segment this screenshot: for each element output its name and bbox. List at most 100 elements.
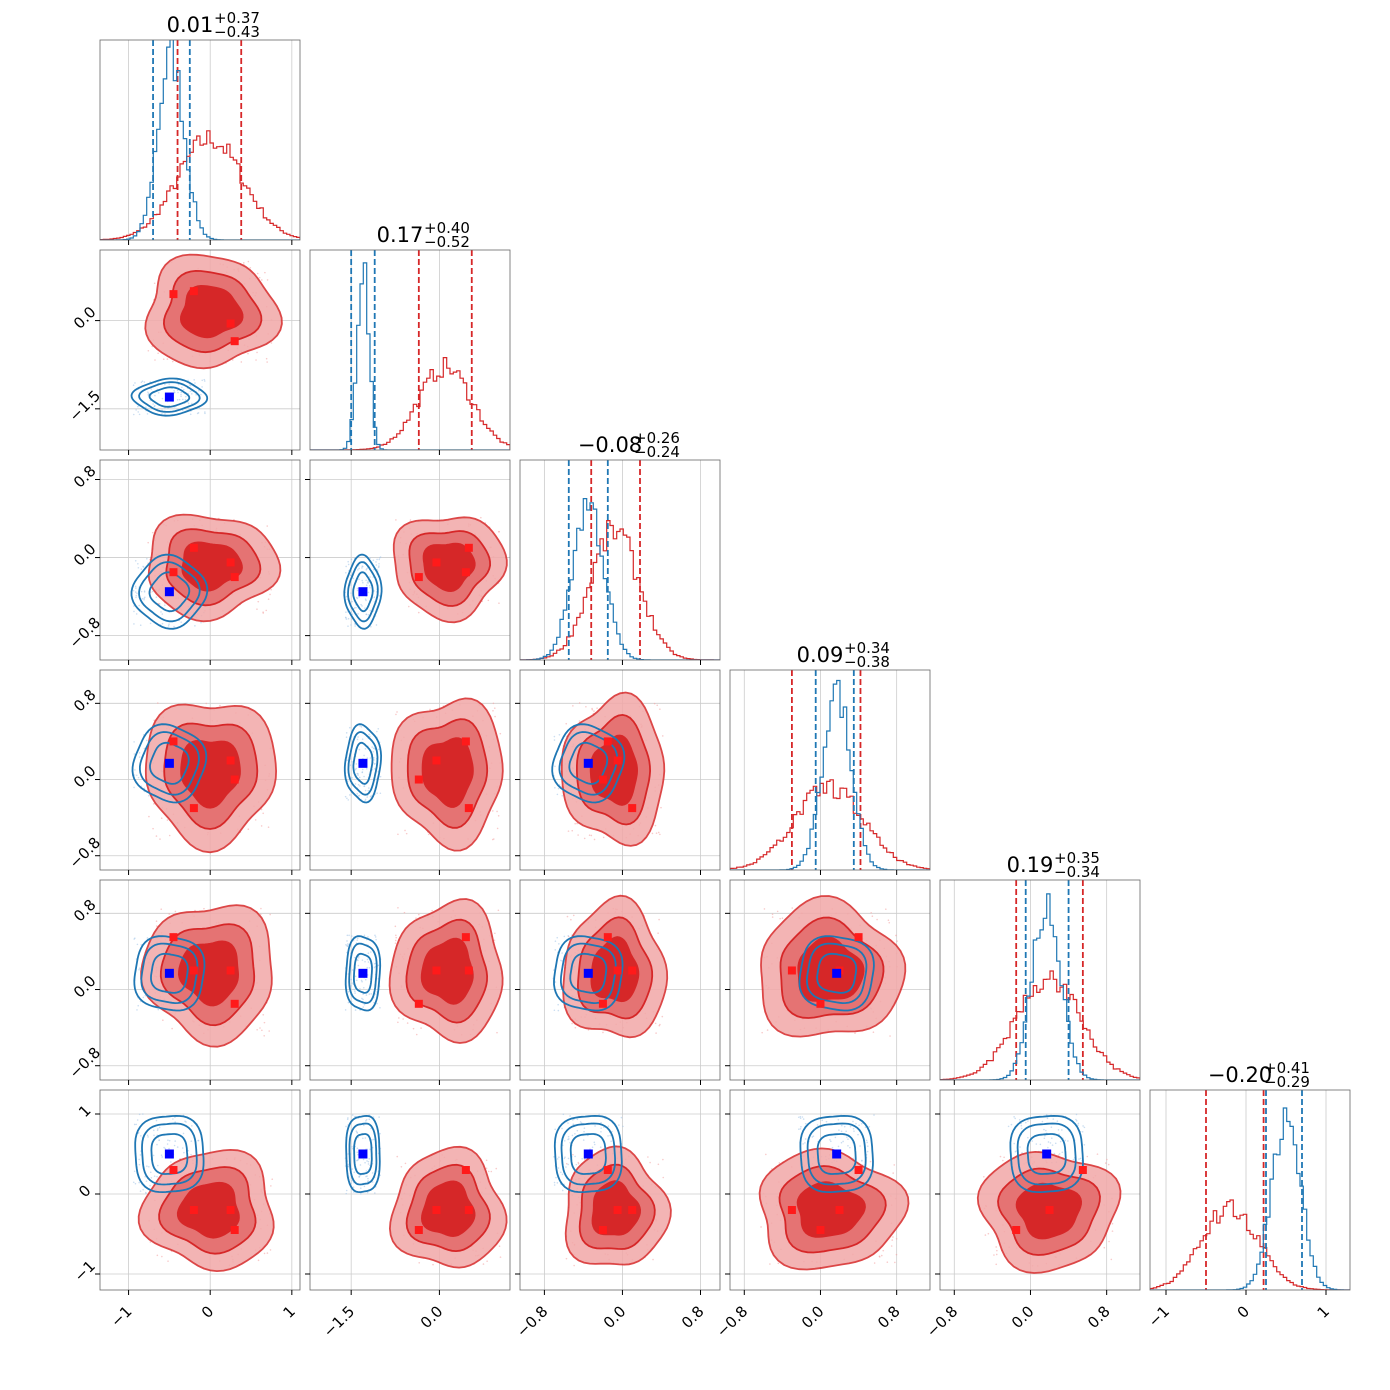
red-marker xyxy=(1078,1166,1087,1174)
scatter-point xyxy=(563,1157,566,1160)
scatter-point xyxy=(374,993,377,995)
x-tick-label: 1 xyxy=(1314,1302,1333,1321)
scatter-point xyxy=(166,819,169,821)
scatter-point xyxy=(866,1141,869,1144)
scatter-point xyxy=(1044,1134,1046,1137)
scatter-point xyxy=(355,606,357,609)
scatter-point xyxy=(591,1146,594,1149)
scatter-point xyxy=(395,519,397,521)
blue-marker xyxy=(164,392,174,402)
scatter-point xyxy=(143,747,146,750)
scatter-point xyxy=(266,361,268,363)
scatter-point xyxy=(247,260,250,263)
scatter-point xyxy=(409,519,412,521)
scatter-point xyxy=(349,794,351,796)
scatter-point xyxy=(269,1249,272,1251)
blue-contour xyxy=(141,1122,198,1186)
scatter-point xyxy=(257,1259,260,1262)
scatter-point xyxy=(356,1147,359,1150)
y-tick-label: −0.8 xyxy=(66,1044,104,1082)
scatter-point xyxy=(358,748,361,751)
blue-contour xyxy=(347,731,379,796)
scatter-point xyxy=(174,1140,177,1142)
red-marker xyxy=(230,337,239,346)
histogram-blue xyxy=(100,40,300,240)
scatter-point xyxy=(873,1114,875,1116)
scatter-point xyxy=(1046,1117,1049,1120)
scatter-point xyxy=(372,1116,375,1118)
scatter-point xyxy=(486,1260,488,1262)
scatter-point xyxy=(609,1134,612,1137)
scatter-point xyxy=(360,979,363,982)
scatter-point xyxy=(353,956,356,959)
panel-4-3 xyxy=(725,879,931,1085)
scatter-point xyxy=(133,605,135,607)
scatter-point xyxy=(136,943,139,946)
red-marker xyxy=(189,966,198,975)
scatter-point xyxy=(369,757,372,759)
blue-contour xyxy=(353,1133,373,1175)
scatter-point xyxy=(658,1024,661,1027)
red-marker xyxy=(835,1206,844,1214)
scatter-point xyxy=(151,590,154,593)
scatter-point xyxy=(412,1027,415,1030)
scatter-point xyxy=(499,732,502,735)
scatter-point xyxy=(553,739,556,741)
scatter-point xyxy=(257,600,260,603)
scatter-point xyxy=(607,1125,610,1127)
scatter-point xyxy=(355,1130,358,1132)
blue-contour xyxy=(134,1114,205,1194)
scatter-point xyxy=(146,413,149,415)
scatter-point xyxy=(368,993,371,995)
scatter-point xyxy=(134,585,137,588)
scatter-point xyxy=(346,934,349,937)
scatter-point xyxy=(364,1161,366,1164)
blue-contour xyxy=(149,741,190,785)
scatter-point xyxy=(350,978,352,981)
scatter-point xyxy=(1019,1146,1021,1148)
scatter-point xyxy=(259,1027,261,1029)
scatter-point xyxy=(159,603,161,605)
scatter-point xyxy=(369,557,372,559)
scatter-point xyxy=(367,1163,370,1165)
scatter-point xyxy=(358,567,360,570)
scatter-point xyxy=(885,908,887,910)
panel-frame xyxy=(99,669,301,871)
scatter-point xyxy=(889,1035,891,1037)
scatter-point xyxy=(1111,1230,1114,1232)
title-0: 0.01 xyxy=(167,13,214,37)
x-tick-label: −0.8 xyxy=(923,1302,961,1340)
scatter-point xyxy=(849,1146,851,1149)
scatter-point xyxy=(1079,1157,1082,1160)
red-marker xyxy=(1045,1206,1054,1214)
scatter-point xyxy=(999,1155,1002,1158)
scatter-point xyxy=(350,935,353,937)
scatter-point xyxy=(572,1123,575,1126)
histogram-red xyxy=(310,357,510,450)
panel-frame xyxy=(729,879,931,1081)
scatter-point xyxy=(364,789,367,792)
scatter-point xyxy=(143,597,145,600)
red-marker xyxy=(189,543,198,552)
scatter-point xyxy=(194,625,196,627)
scatter-point xyxy=(183,1151,185,1154)
scatter-point xyxy=(263,1252,266,1255)
scatter-point xyxy=(351,1145,353,1148)
scatter-point xyxy=(791,907,794,909)
scatter-point xyxy=(133,741,135,743)
scatter-point xyxy=(363,785,365,788)
scatter-point xyxy=(349,574,352,577)
scatter-point xyxy=(840,1130,843,1133)
y-tick-label: −1 xyxy=(71,1257,99,1285)
panel-1-0: 0.0 −1.5 xyxy=(66,249,301,455)
scatter-point xyxy=(354,783,357,785)
scatter-point xyxy=(567,1135,570,1138)
scatter-point xyxy=(766,1029,769,1031)
scatter-point xyxy=(369,735,371,738)
scatter-point xyxy=(366,567,368,570)
scatter-point xyxy=(147,391,149,393)
scatter-point xyxy=(618,1124,620,1126)
scatter-point xyxy=(141,380,144,383)
scatter-point xyxy=(138,968,140,971)
scatter-point xyxy=(135,596,137,599)
